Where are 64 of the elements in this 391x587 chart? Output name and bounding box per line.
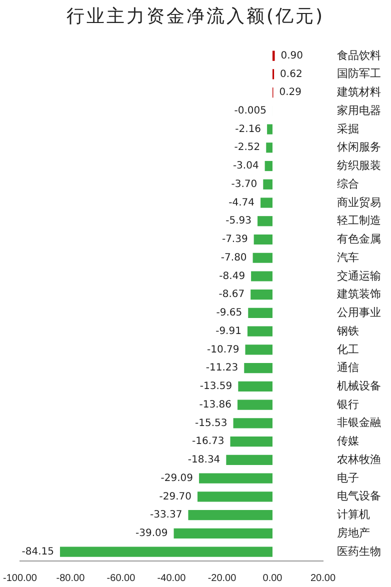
x-tick-label: -80.00: [56, 572, 86, 584]
data-label: -7.39: [222, 234, 248, 246]
data-label: 0.62: [280, 68, 302, 80]
y-tick-label: 采掘: [337, 122, 359, 136]
data-label: -16.73: [192, 436, 224, 448]
y-tick-label: 家用电器: [337, 104, 381, 117]
data-label: -5.93: [226, 216, 252, 227]
x-tick-label: -20.00: [208, 572, 237, 584]
x-tick-label: 20.00: [310, 572, 336, 584]
data-label: -13.59: [200, 381, 232, 392]
y-tick-label: 公用事业: [337, 306, 381, 320]
y-tick-label: 医药生物: [337, 544, 381, 558]
y-tick-label: 房地产: [337, 526, 370, 540]
data-label: -29.70: [159, 491, 192, 502]
y-tick-label: 电气设备: [337, 490, 381, 503]
y-tick-label: 有色金属: [337, 234, 381, 246]
data-label: -3.70: [231, 178, 258, 190]
data-label: -0.005: [234, 105, 266, 116]
y-tick-label: 汽车: [337, 250, 359, 264]
y-tick-label: 轻工制造: [337, 214, 381, 228]
y-tick-label: 休闲服务: [337, 142, 381, 154]
chart-title: 行业主力资金净流入额(亿元): [65, 5, 326, 29]
y-tick-label: 电子: [337, 471, 359, 484]
y-tick-label: 建筑装饰: [336, 288, 381, 301]
data-label: -9.91: [216, 326, 242, 337]
data-label: -15.53: [195, 418, 228, 429]
y-tick-label: 钢铁: [336, 325, 359, 338]
y-tick-label: 机械设备: [337, 380, 381, 393]
data-label: 0.29: [279, 87, 302, 98]
x-tick-label: -40.00: [157, 572, 186, 584]
x-tick-label: -100.00: [2, 572, 38, 584]
y-tick-label: 传媒: [337, 436, 359, 448]
data-label: -2.16: [235, 124, 262, 135]
data-label: 0.90: [280, 50, 304, 62]
y-tick-label: 综合: [337, 177, 359, 190]
y-tick-label: 食品饮料: [337, 48, 381, 62]
y-tick-label: 交通运输: [337, 269, 381, 282]
y-tick-label: 商业贸易: [337, 196, 381, 209]
data-label: -9.65: [216, 308, 242, 319]
data-label: -8.49: [219, 270, 246, 282]
data-label: -18.34: [188, 454, 220, 466]
data-label: -11.23: [206, 362, 238, 374]
data-label: -4.74: [228, 197, 255, 208]
data-label: -33.37: [150, 510, 182, 521]
x-tick-label: 0.00: [262, 572, 283, 584]
y-tick-label: 化工: [337, 344, 359, 356]
data-label: -10.79: [206, 344, 240, 356]
y-tick-label: 银行: [336, 398, 359, 411]
y-tick-label: 农林牧渔: [337, 452, 381, 466]
y-tick-label: 建筑材料: [336, 86, 381, 99]
y-tick-label: 非银金融: [337, 416, 381, 430]
y-tick-label: 纺织服装: [337, 159, 381, 172]
data-label: -29.09: [160, 472, 194, 484]
x-tick-label: -60.00: [106, 572, 136, 584]
y-tick-label: 计算机: [337, 508, 370, 522]
y-tick-label: 国防军工: [337, 67, 381, 80]
data-label: -7.80: [220, 252, 247, 264]
data-label: -39.09: [136, 528, 168, 540]
data-label: -3.04: [232, 160, 259, 172]
data-label: -84.15: [22, 546, 54, 558]
data-label: -13.86: [199, 399, 232, 410]
y-tick-label: 通信: [337, 361, 359, 374]
data-label: -2.52: [234, 142, 260, 154]
data-label: -8.67: [218, 289, 245, 300]
